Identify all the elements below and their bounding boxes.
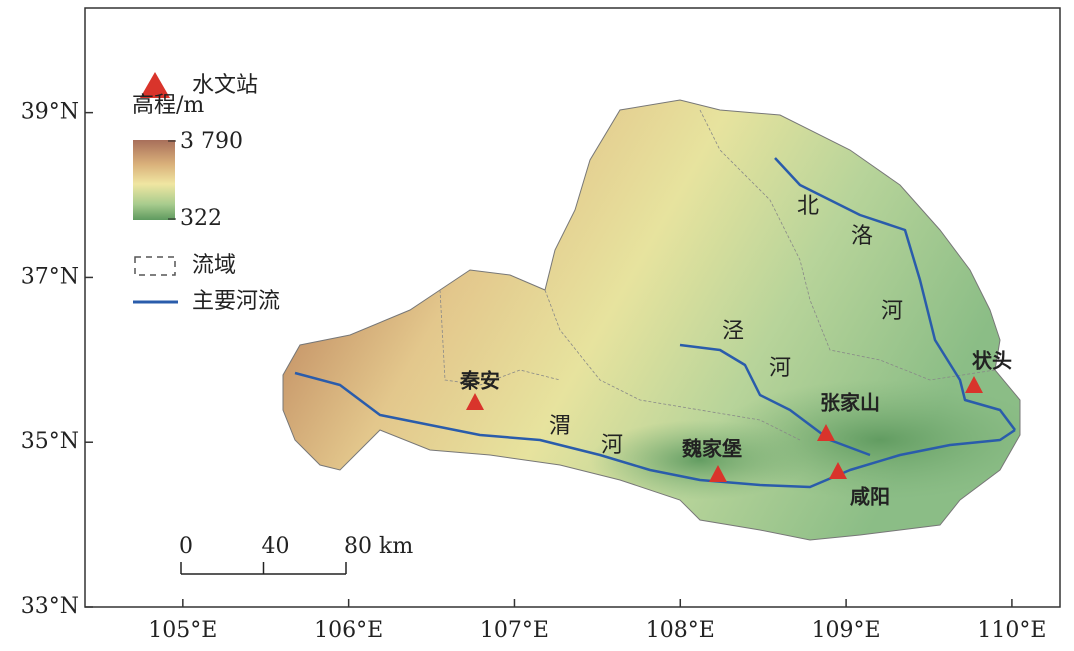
river-label: 洛 xyxy=(851,224,873,249)
scale-label: 0 xyxy=(179,534,193,559)
scale-label: 40 xyxy=(262,534,290,559)
y-tick-label: 35°N xyxy=(21,429,79,454)
legend-elevation-title: 高程/m xyxy=(132,93,204,118)
x-tick-label: 108°E xyxy=(646,618,715,643)
x-tick-label: 109°E xyxy=(812,618,881,643)
station-marker xyxy=(829,462,847,479)
river-label: 渭 xyxy=(549,414,571,439)
y-tick-label: 37°N xyxy=(21,264,79,289)
luo-river xyxy=(774,157,1016,431)
legend-basin: 流域 xyxy=(192,253,236,278)
river-label: 河 xyxy=(769,356,791,381)
river-label: 北 xyxy=(797,194,819,219)
x-tick-label: 105°E xyxy=(148,618,217,643)
x-tick-label: 107°E xyxy=(480,618,549,643)
legend-station-icon xyxy=(140,72,170,98)
station-marker xyxy=(965,376,983,393)
river-label: 河 xyxy=(601,433,623,458)
station-marker xyxy=(709,465,727,482)
river-label: 泾 xyxy=(722,319,744,344)
scale-label: 80 km xyxy=(344,534,413,559)
station-marker xyxy=(466,393,484,410)
river-label: 河 xyxy=(881,299,903,324)
wei-river xyxy=(294,371,1016,489)
lowland xyxy=(590,420,810,500)
legend-river: 主要河流 xyxy=(192,289,280,314)
station-label: 魏家堡 xyxy=(681,437,742,461)
station-label: 秦安 xyxy=(459,369,500,393)
colorbar-max: 3 790 xyxy=(180,129,243,154)
legend-basin-icon xyxy=(134,256,176,276)
y-tick-label: 33°N xyxy=(21,594,79,619)
station-marker xyxy=(817,424,835,441)
elevation-colorbar xyxy=(133,140,175,220)
y-tick-label: 39°N xyxy=(21,100,79,125)
sub-basin-line xyxy=(439,289,561,386)
x-tick-label: 110°E xyxy=(977,618,1046,643)
station-label: 张家山 xyxy=(820,391,880,415)
sub-basin-line xyxy=(544,289,801,441)
legend-station: 水文站 xyxy=(192,73,258,98)
station-label: 状头 xyxy=(972,349,1012,373)
sub-basins xyxy=(439,109,996,441)
x-tick-label: 106°E xyxy=(314,618,383,643)
station-label: 咸阳 xyxy=(850,485,890,509)
colorbar-min: 322 xyxy=(180,206,222,231)
